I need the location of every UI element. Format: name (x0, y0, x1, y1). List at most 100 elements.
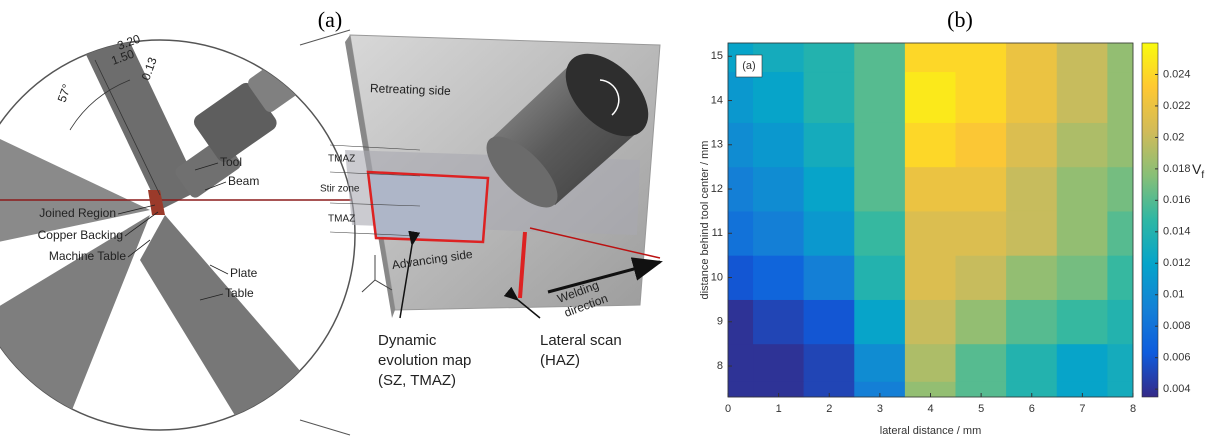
panel-label: (a) (318, 7, 342, 32)
contour-cell (1056, 166, 1108, 212)
colorbar-tick-label: 0.006 (1163, 352, 1191, 364)
colorbar-tick-label: 0.008 (1163, 320, 1191, 332)
callout: (HAZ) (540, 352, 580, 369)
contour-cell (955, 122, 1007, 168)
colorbar-tick-label: 0.014 (1163, 226, 1191, 238)
contour-cell (1006, 42, 1058, 73)
contour-cell (1056, 210, 1108, 256)
contour-cell (1056, 343, 1108, 382)
contour-cell (1056, 71, 1108, 123)
y-tick-label: 10 (711, 271, 723, 283)
x-tick-label: 0 (725, 403, 731, 415)
y-axis-label: distance behind tool center / mm (699, 141, 711, 300)
contour-cell (1006, 255, 1058, 300)
y-tick-label: 11 (712, 227, 723, 239)
y-tick-label: 13 (711, 139, 723, 151)
callout: (SZ, TMAZ) (378, 372, 456, 389)
x-tick-label: 4 (927, 403, 933, 415)
contour-cell (1006, 122, 1058, 168)
contour-cell (803, 255, 855, 300)
label: TMAZ (328, 214, 355, 225)
contour-cell (854, 42, 906, 73)
contour-cell (854, 343, 906, 382)
panel-label: (b) (947, 7, 973, 32)
contour-cell (753, 166, 805, 212)
contour-cell (1056, 42, 1108, 73)
contour-cell (904, 42, 957, 73)
colorbar (1141, 42, 1159, 398)
contour-cell (854, 122, 906, 168)
label: Copper Backing (38, 228, 123, 242)
x-tick-label: 8 (1130, 403, 1136, 415)
contour-cell (803, 42, 855, 73)
contour-cell (1006, 343, 1058, 382)
label: TMAZ (328, 154, 355, 165)
x-tick-label: 3 (877, 403, 883, 415)
contour-cell (727, 381, 754, 398)
colorbar-tick-label: 0.022 (1163, 100, 1191, 112)
contour-cell (904, 255, 957, 300)
label: Tool (220, 155, 242, 169)
contour-cell (904, 166, 957, 212)
colorbar-tick-label: 0.024 (1163, 68, 1191, 80)
colorbar-label-main: V (1192, 161, 1202, 177)
contour-cell (955, 42, 1007, 73)
colorbar-label: Vf (1192, 161, 1204, 181)
contour-cell (904, 343, 957, 382)
contour-cell (1006, 210, 1058, 256)
inset-label: (a) (742, 60, 755, 72)
y-tick-label: 8 (717, 360, 723, 372)
contour-cell (955, 343, 1007, 382)
label: Machine Table (49, 249, 126, 263)
contour-cell (753, 210, 805, 256)
contour-cell (904, 299, 957, 345)
contour-cell (1107, 381, 1134, 398)
y-tick-label: 15 (711, 50, 723, 62)
contour-cell (727, 343, 754, 382)
contour-cell (854, 299, 906, 345)
contour-cell (854, 166, 906, 212)
x-tick-label: 2 (826, 403, 832, 415)
contour-cell (1107, 122, 1134, 168)
label: Stir zone (320, 184, 360, 195)
contour-cell (854, 255, 906, 300)
contour-cell (1056, 255, 1108, 300)
contour-cell (955, 210, 1007, 256)
colorbar-tick-label: 0.016 (1163, 194, 1191, 206)
x-tick-label: 7 (1079, 403, 1085, 415)
callout: Lateral scan (540, 332, 622, 349)
contour-cell (904, 122, 957, 168)
x-tick-label: 1 (776, 403, 782, 415)
contour-cell (803, 166, 855, 212)
label: Table (225, 286, 254, 300)
contour-cell (1006, 166, 1058, 212)
contour-cell (1006, 299, 1058, 345)
contour-cell (753, 343, 805, 382)
y-tick-label: 12 (711, 183, 723, 195)
contour-cell (1107, 71, 1134, 123)
contour-cell (1107, 166, 1134, 212)
contour-cell (1107, 255, 1134, 300)
y-tick-label: 14 (711, 94, 723, 106)
contour-cell (854, 71, 906, 123)
colorbar-tick-label: 0.018 (1163, 163, 1191, 175)
contour-cell (955, 166, 1007, 212)
label: Joined Region (39, 206, 116, 220)
contour-cell (1056, 299, 1108, 345)
contour-cell (1107, 210, 1134, 256)
contour-cell (1107, 343, 1134, 382)
contour-cell (753, 122, 805, 168)
contour-cell (727, 299, 754, 345)
contour-cell (955, 299, 1007, 345)
contour-cell (803, 299, 855, 345)
contour-cell (904, 210, 957, 256)
contour-cell (727, 71, 754, 123)
contour-cell (727, 210, 754, 256)
contour-cell (1107, 42, 1134, 73)
contour-cell (803, 210, 855, 256)
colorbar-label-sub: f (1201, 170, 1204, 181)
callout: evolution map (378, 352, 471, 369)
x-axis-label: lateral distance / mm (880, 425, 981, 437)
colorbar-tick-label: 0.02 (1163, 131, 1184, 143)
inset-box (735, 54, 763, 78)
